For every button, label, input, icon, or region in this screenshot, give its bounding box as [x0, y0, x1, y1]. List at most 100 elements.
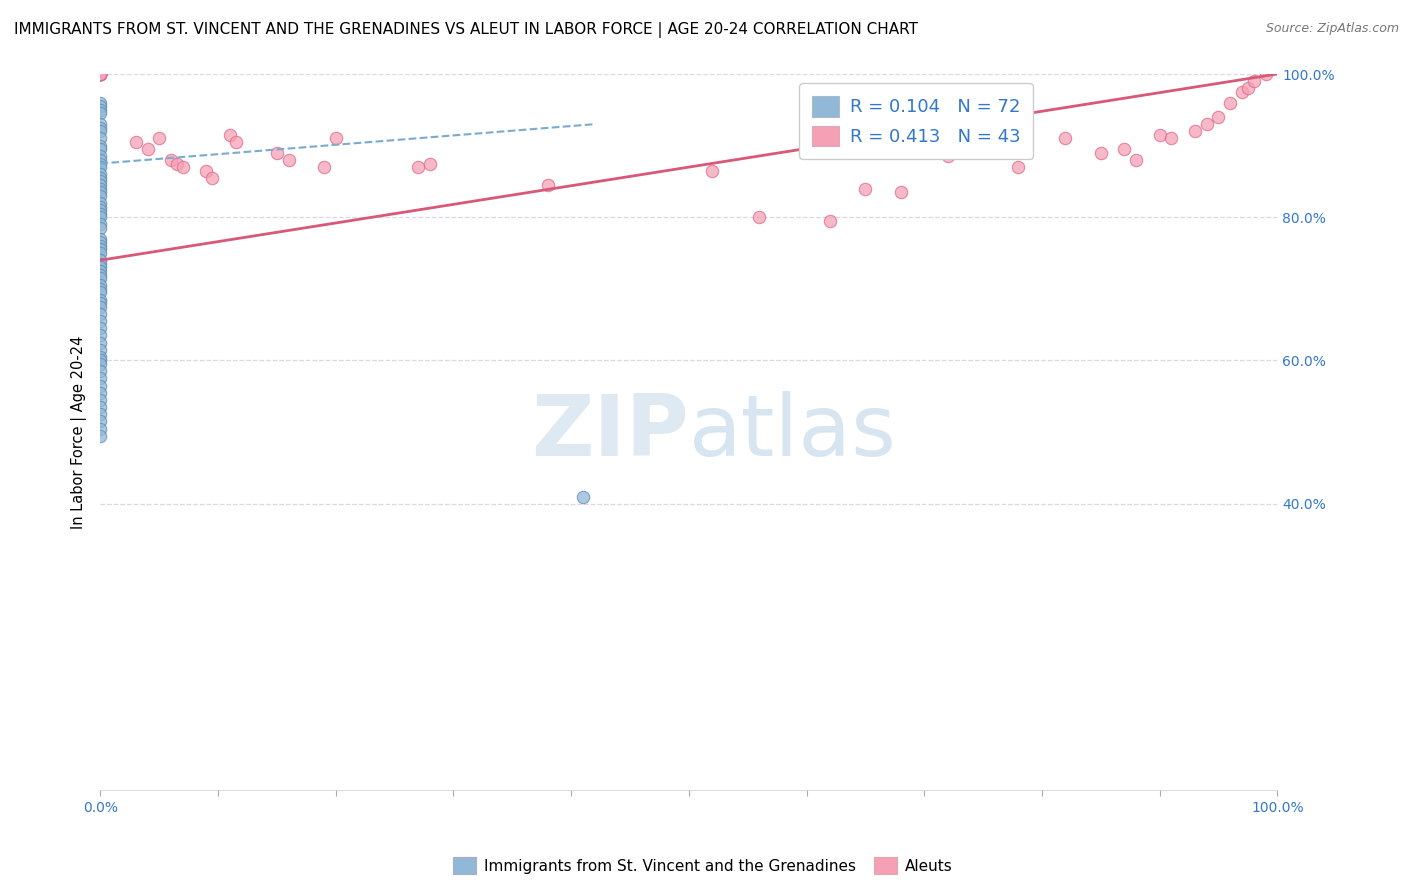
Point — [89, 385, 111, 400]
Point — [266, 145, 288, 160]
Point — [89, 138, 111, 153]
Point — [89, 428, 111, 442]
Point — [89, 67, 111, 81]
Point — [89, 200, 111, 214]
Point — [89, 67, 111, 81]
Point — [818, 214, 841, 228]
Point — [277, 153, 299, 167]
Point — [1208, 110, 1230, 124]
Point — [89, 282, 111, 296]
Point — [89, 67, 111, 81]
Point — [89, 246, 111, 260]
Point — [89, 67, 111, 81]
Point — [89, 67, 111, 81]
Point — [89, 178, 111, 192]
Point — [125, 135, 148, 149]
Point — [702, 163, 724, 178]
Point — [89, 232, 111, 246]
Text: ZIP: ZIP — [531, 391, 689, 474]
Point — [89, 207, 111, 221]
Point — [89, 314, 111, 328]
Point — [89, 211, 111, 225]
Point — [89, 188, 111, 202]
Text: Source: ZipAtlas.com: Source: ZipAtlas.com — [1265, 22, 1399, 36]
Point — [89, 120, 111, 135]
Point — [89, 103, 111, 117]
Point — [89, 195, 111, 210]
Point — [89, 156, 111, 170]
Point — [89, 67, 111, 81]
Point — [89, 174, 111, 188]
Point — [325, 131, 347, 145]
Point — [166, 156, 188, 170]
Point — [89, 67, 111, 81]
Point — [89, 153, 111, 167]
Point — [89, 421, 111, 435]
Point — [136, 142, 159, 156]
Point — [225, 135, 247, 149]
Point — [89, 257, 111, 271]
Point — [89, 392, 111, 407]
Y-axis label: In Labor Force | Age 20-24: In Labor Force | Age 20-24 — [72, 335, 87, 529]
Point — [89, 239, 111, 253]
Point — [89, 321, 111, 335]
Point — [89, 106, 111, 120]
Point — [89, 131, 111, 145]
Point — [89, 203, 111, 218]
Point — [89, 67, 111, 81]
Point — [89, 67, 111, 81]
Text: atlas: atlas — [689, 391, 897, 474]
Point — [89, 400, 111, 414]
Point — [89, 218, 111, 232]
Point — [89, 268, 111, 282]
Point — [89, 353, 111, 368]
Point — [89, 142, 111, 156]
Point — [89, 221, 111, 235]
Point — [89, 293, 111, 307]
Point — [1219, 95, 1241, 110]
Point — [1243, 74, 1265, 88]
Point — [89, 300, 111, 314]
Point — [89, 95, 111, 110]
Point — [89, 149, 111, 163]
Point — [89, 260, 111, 275]
Point — [89, 343, 111, 357]
Point — [312, 160, 335, 174]
Point — [160, 153, 183, 167]
Legend: R = 0.104   N = 72, R = 0.413   N = 43: R = 0.104 N = 72, R = 0.413 N = 43 — [799, 83, 1033, 159]
Point — [172, 160, 194, 174]
Point — [89, 335, 111, 350]
Point — [1184, 124, 1206, 138]
Point — [89, 285, 111, 300]
Point — [89, 328, 111, 343]
Point — [89, 350, 111, 364]
Point — [89, 235, 111, 250]
Point — [1160, 131, 1182, 145]
Point — [890, 185, 912, 199]
Point — [853, 181, 876, 195]
Point — [201, 170, 224, 185]
Point — [89, 67, 111, 81]
Point — [1054, 131, 1077, 145]
Point — [1237, 81, 1260, 95]
Point — [1007, 160, 1029, 174]
Point — [1125, 153, 1147, 167]
Point — [748, 211, 770, 225]
Point — [89, 296, 111, 310]
Point — [89, 185, 111, 199]
Point — [89, 160, 111, 174]
Point — [89, 357, 111, 371]
Point — [148, 131, 170, 145]
Point — [89, 167, 111, 181]
Point — [89, 278, 111, 293]
Point — [1230, 85, 1253, 99]
Point — [89, 67, 111, 81]
Point — [219, 128, 242, 142]
Point — [936, 149, 959, 163]
Point — [89, 271, 111, 285]
Point — [89, 407, 111, 421]
Point — [1149, 128, 1171, 142]
Text: IMMIGRANTS FROM ST. VINCENT AND THE GRENADINES VS ALEUT IN LABOR FORCE | AGE 20-: IMMIGRANTS FROM ST. VINCENT AND THE GREN… — [14, 22, 918, 38]
Point — [89, 67, 111, 81]
Point — [89, 170, 111, 185]
